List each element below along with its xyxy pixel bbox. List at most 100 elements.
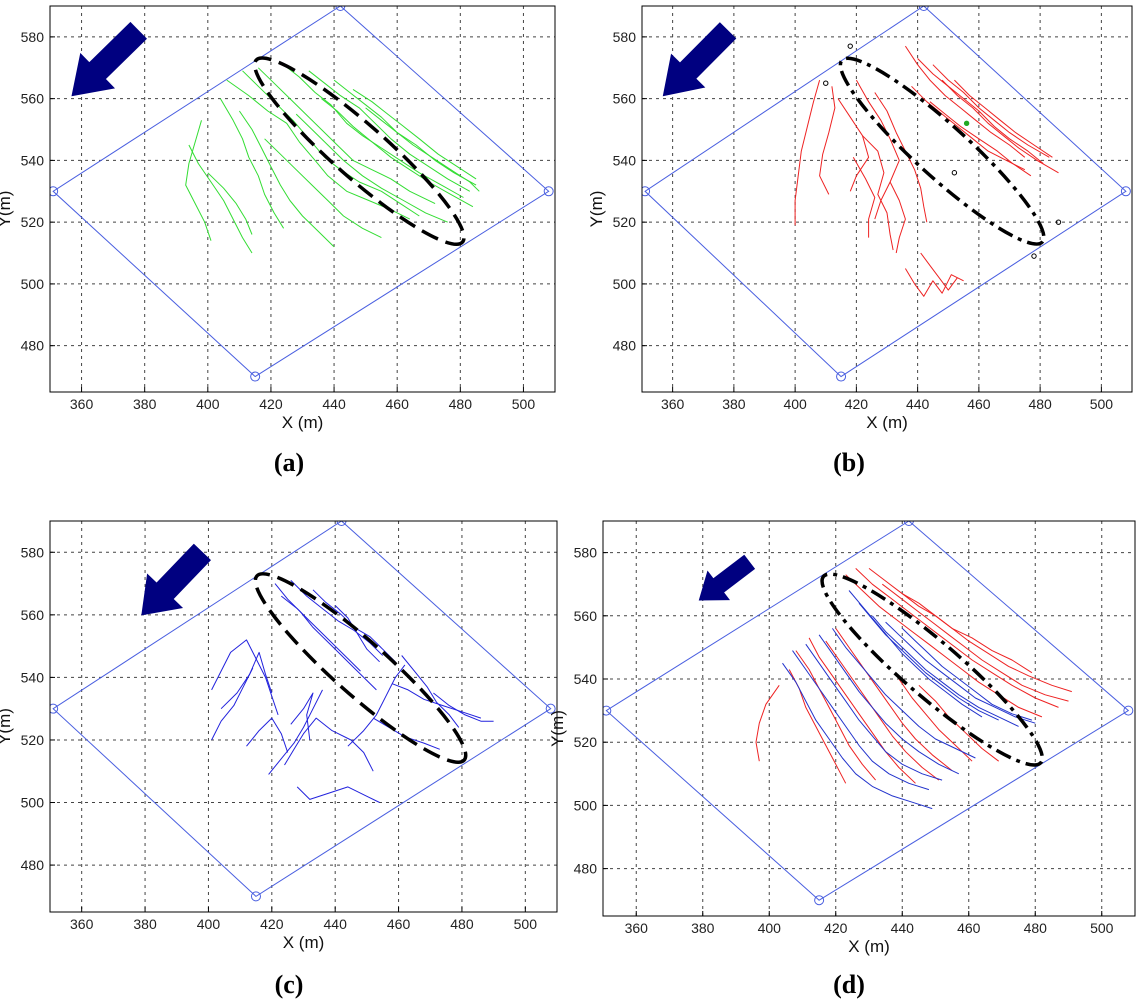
x-tick-label: 380 xyxy=(722,396,746,412)
track-line xyxy=(219,98,285,229)
track-line xyxy=(941,79,1059,174)
boundary-marker xyxy=(642,186,651,197)
track-line xyxy=(855,568,1059,708)
y-axis-label: Y(m) xyxy=(0,191,14,228)
wind-arrow xyxy=(698,554,756,601)
ellipse-outline xyxy=(820,572,1045,767)
panel-caption: (a) xyxy=(274,448,304,477)
track-line xyxy=(904,45,1026,158)
x-tick-label: 440 xyxy=(891,920,915,936)
track-line xyxy=(920,252,958,291)
y-tick-label: 480 xyxy=(21,338,45,354)
x-tick-label: 420 xyxy=(845,396,869,412)
y-tick-label: 480 xyxy=(21,857,45,873)
x-tick-label: 480 xyxy=(450,916,474,932)
track-line xyxy=(290,692,314,741)
track-line xyxy=(185,120,212,241)
track-line xyxy=(296,786,380,803)
y-axis-label: Y(m) xyxy=(587,191,606,228)
track-line xyxy=(825,640,940,781)
track-line xyxy=(308,70,471,192)
y-tick-label: 580 xyxy=(574,545,598,561)
boundary-marker xyxy=(50,186,59,197)
track-line xyxy=(932,64,1050,158)
chart-panel-1: 360 380 400 420 440 460 480 500 480 500 520 540 560 5… xyxy=(0,5,556,477)
wind-arrow xyxy=(662,22,737,97)
y-tick-label: 520 xyxy=(21,214,45,230)
boundary-marker xyxy=(814,895,825,906)
track-line xyxy=(755,685,780,762)
track-line xyxy=(831,628,976,759)
track-line xyxy=(911,85,1026,171)
track-line xyxy=(433,692,494,722)
x-tick-label: 360 xyxy=(70,916,94,932)
marker-point xyxy=(823,80,829,86)
track-line xyxy=(782,662,933,810)
y-tick-label: 520 xyxy=(574,734,598,750)
ellipse-outline xyxy=(252,56,466,246)
x-tick-label: 500 xyxy=(514,916,538,932)
y-tick-label: 520 xyxy=(21,732,45,748)
track-line xyxy=(818,634,960,775)
plot-content xyxy=(642,6,1131,382)
track-line xyxy=(321,98,474,208)
y-axis-label: Y(m) xyxy=(548,710,567,747)
y-axis-label: Y(m) xyxy=(0,708,14,745)
x-tick-label: 460 xyxy=(386,396,410,412)
boundary-polygon xyxy=(52,521,552,897)
track-line xyxy=(365,107,480,192)
track-line xyxy=(819,86,836,195)
x-tick-label: 360 xyxy=(70,396,94,412)
x-axis-label: X (m) xyxy=(866,413,908,432)
x-tick-label: 440 xyxy=(906,396,930,412)
plot-area xyxy=(642,6,1132,392)
track-line xyxy=(347,664,406,747)
x-tick-label: 400 xyxy=(758,920,782,936)
x-tick-label: 500 xyxy=(1090,396,1114,412)
track-line xyxy=(868,568,1072,693)
y-tick-label: 500 xyxy=(21,276,45,292)
boundary-marker xyxy=(836,371,847,382)
x-tick-label: 460 xyxy=(967,396,991,412)
boundary-marker xyxy=(335,6,346,11)
boundary-marker xyxy=(545,703,556,714)
track-line xyxy=(283,64,464,198)
track-line xyxy=(929,101,1032,177)
y-tick-label: 520 xyxy=(613,214,637,230)
chart-panel-4: 360 380 400 420 440 460 480 500 480 500 520 540 560 5… xyxy=(548,520,1136,999)
plot-frame xyxy=(641,5,1133,393)
x-tick-label: 400 xyxy=(196,396,220,412)
boundary-polygon xyxy=(52,6,550,378)
boundary-polygon xyxy=(605,521,1130,901)
track-line xyxy=(401,655,460,728)
x-axis-label: X (m) xyxy=(282,413,324,432)
track-line xyxy=(268,689,323,775)
marker-point xyxy=(951,170,958,176)
boundary-marker xyxy=(50,703,59,714)
y-tick-label: 540 xyxy=(21,669,45,685)
track-line xyxy=(257,67,436,205)
y-tick-label: 540 xyxy=(574,671,598,687)
x-tick-label: 420 xyxy=(260,916,284,932)
y-tick-label: 480 xyxy=(613,338,637,354)
boundary-marker xyxy=(1120,186,1131,197)
chart-panel-2: 360 380 400 420 440 460 480 500 480 500 520 540 560 5… xyxy=(587,5,1133,477)
track-line xyxy=(954,79,1053,158)
y-tick-label: 560 xyxy=(21,607,45,623)
track-line xyxy=(274,583,377,691)
marker-point xyxy=(847,43,853,49)
y-tick-label: 580 xyxy=(21,544,45,560)
plot-area xyxy=(50,521,557,912)
track-line xyxy=(795,650,876,781)
x-tick-label: 380 xyxy=(133,916,157,932)
track-line xyxy=(226,79,411,220)
y-tick-label: 500 xyxy=(574,797,598,813)
chart-panel-3: 360 380 400 420 440 460 480 500 480 500 520 540 560 5… xyxy=(0,520,558,999)
boundary-marker xyxy=(543,186,554,197)
wind-arrow xyxy=(71,21,148,97)
boundary-marker xyxy=(1123,705,1134,716)
x-tick-label: 480 xyxy=(1028,396,1052,412)
y-tick-label: 480 xyxy=(574,861,598,877)
track-line xyxy=(392,683,482,719)
